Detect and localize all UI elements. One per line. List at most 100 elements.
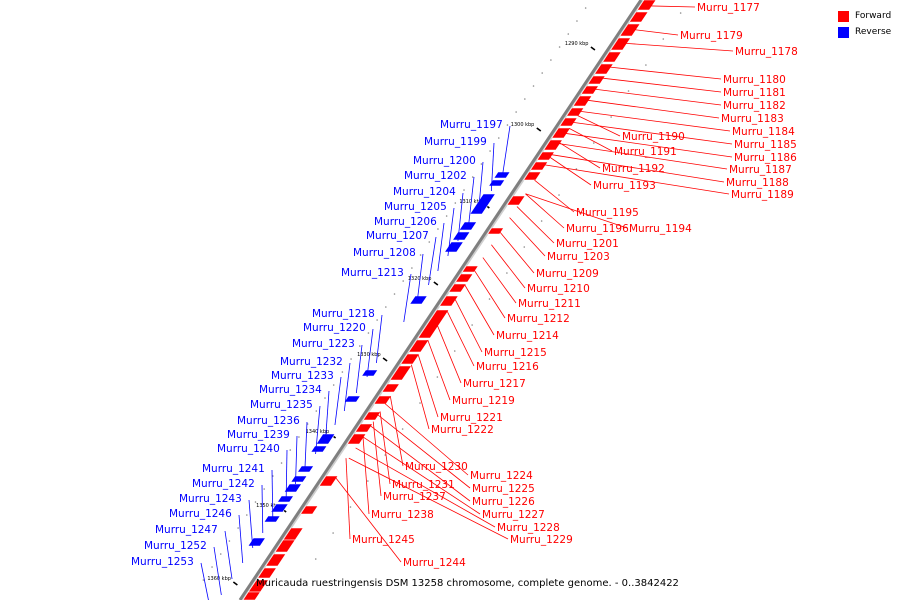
- track-dot: [341, 371, 344, 373]
- track-dot: [367, 480, 369, 482]
- reverse-leader-line: [428, 236, 437, 286]
- reverse-leader-line: [437, 222, 445, 272]
- track-dot: [332, 384, 335, 386]
- gene-arrows: [242, 0, 657, 600]
- reverse-gene-label: Murru_1197: [440, 119, 503, 131]
- forward-leader-line: [587, 99, 720, 119]
- forward-gene-arrow: [389, 365, 412, 381]
- forward-leader-line: [345, 458, 351, 540]
- reverse-gene-arrow: [458, 221, 478, 231]
- forward-gene-arrow: [593, 63, 614, 75]
- backbone-line: [238, 0, 643, 600]
- forward-gene-arrow: [587, 75, 606, 85]
- track-dot: [211, 566, 213, 568]
- forward-leader-line: [410, 364, 430, 430]
- forward-gene-arrow: [487, 227, 505, 235]
- forward-gene-label: Murru_1244: [403, 557, 466, 569]
- track-dot: [289, 449, 292, 451]
- reverse-gene-arrow: [315, 433, 336, 445]
- forward-gene-label: Murru_1212: [507, 313, 570, 325]
- forward-gene-label: Murru_1193: [593, 180, 656, 192]
- forward-gene-label: Murru_1177: [697, 2, 760, 14]
- track-dot: [540, 220, 543, 222]
- reverse-gene-arrow: [343, 395, 361, 403]
- reverse-leader-line: [325, 390, 330, 440]
- reverse-leader-line: [261, 484, 264, 534]
- track-dot: [237, 527, 239, 529]
- forward-leader-line: [335, 477, 402, 563]
- reverse-gene-arrow: [296, 465, 315, 473]
- forward-leader-line: [516, 206, 555, 244]
- reverse-gene-label: Murru_1218: [312, 308, 375, 320]
- forward-gene-label: Murru_1182: [723, 100, 786, 112]
- reverse-gene-arrow: [283, 483, 303, 493]
- legend: Forward Reverse: [838, 8, 891, 40]
- reverse-leader-line: [343, 362, 351, 412]
- forward-gene-label: Murru_1215: [484, 347, 547, 359]
- reverse-gene-label: Murru_1204: [393, 186, 456, 198]
- forward-gene-arrow: [274, 539, 296, 553]
- forward-gene-arrow: [265, 553, 287, 567]
- forward-leader-line: [499, 231, 535, 274]
- reverse-gene-arrow: [361, 369, 379, 377]
- forward-leader-line: [580, 110, 731, 132]
- reverse-leader-line: [403, 273, 412, 323]
- reverse-gene-label: Murru_1235: [250, 399, 313, 411]
- reverse-gene-arrow: [247, 537, 266, 547]
- track-dot: [645, 64, 647, 66]
- reverse-gene-label: Murru_1208: [353, 247, 416, 259]
- track-dot: [202, 579, 205, 581]
- forward-leader-line: [525, 193, 628, 229]
- track-dot: [550, 59, 552, 61]
- reverse-gene-arrow: [310, 445, 328, 453]
- forward-gene-arrow: [529, 161, 549, 171]
- reverse-gene-label: Murru_1242: [192, 478, 255, 490]
- forward-gene-arrow: [572, 95, 593, 107]
- forward-gene-label: Murru_1190: [622, 131, 685, 143]
- forward-gene-label: Murru_1191: [614, 146, 677, 158]
- reverse-leader-line: [238, 514, 244, 564]
- forward-leader-line: [491, 244, 526, 289]
- forward-gene-arrow: [354, 423, 374, 433]
- reverse-gene-label: Murru_1205: [384, 201, 447, 213]
- forward-leader-line: [525, 193, 565, 229]
- forward-gene-label: Murru_1196: [566, 223, 629, 235]
- forward-leader-line: [549, 156, 592, 186]
- reverse-gene-label: Murru_1233: [271, 370, 334, 382]
- track-dot: [324, 397, 326, 399]
- track-dot: [610, 116, 612, 118]
- reverse-gene-arrow: [444, 241, 464, 253]
- forward-leader-line: [464, 284, 495, 336]
- forward-leader-line: [362, 436, 481, 515]
- forward-gene-label: Murru_1228: [497, 522, 560, 534]
- track-dot: [376, 319, 378, 321]
- forward-gene-label: Murru_1201: [556, 238, 619, 250]
- reverse-leader-line: [457, 192, 464, 242]
- forward-gene-label: Murru_1195: [576, 207, 639, 219]
- track-dot: [584, 7, 587, 9]
- reverse-gene-label: Murru_1240: [217, 443, 280, 455]
- forward-leader-line: [437, 325, 462, 384]
- track-dot: [436, 376, 439, 378]
- reverse-leader-line: [285, 449, 288, 499]
- forward-leader-line: [482, 257, 517, 304]
- gene-labels: Murru_1177 Murru_1179 Murru_1178 Murru_1180…: [131, 2, 798, 600]
- forward-gene-arrow: [543, 139, 563, 151]
- track-dot: [297, 584, 300, 586]
- forward-gene-arrow: [448, 283, 467, 293]
- reverse-gene-label: Murru_1236: [237, 415, 300, 427]
- reverse-gene-arrow: [469, 193, 496, 215]
- forward-gene-arrow: [408, 339, 430, 353]
- reverse-gene-label: Murru_1199: [424, 136, 487, 148]
- forward-leader-line: [569, 127, 613, 152]
- track-dot: [393, 293, 396, 295]
- forward-gene-arrow: [523, 171, 542, 181]
- forward-gene-label: Murru_1211: [518, 298, 581, 310]
- forward-leader-line: [446, 310, 475, 367]
- track-dot: [349, 506, 352, 508]
- forward-gene-label: Murru_1229: [510, 534, 573, 546]
- track-dot: [228, 540, 231, 542]
- forward-leader-line: [362, 436, 370, 515]
- reverse-leader-line: [315, 405, 321, 455]
- track-dot: [575, 168, 578, 170]
